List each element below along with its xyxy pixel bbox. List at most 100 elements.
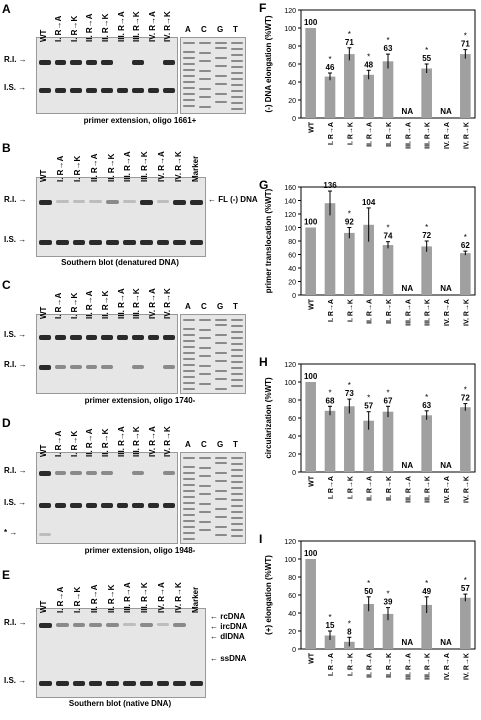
gel-band xyxy=(173,681,187,686)
ladder-band xyxy=(183,340,195,342)
bar xyxy=(382,613,394,649)
row-label: I.S. → xyxy=(4,330,27,339)
lane-label: IV. R→K xyxy=(173,582,183,613)
gel-band xyxy=(156,681,170,686)
y-tick-label: 60 xyxy=(288,253,296,260)
gel-band xyxy=(139,240,153,245)
gel-band xyxy=(70,60,82,65)
x-tick-label: II. R→A xyxy=(367,122,374,147)
gel-band xyxy=(147,88,160,93)
seq-lane-label: A xyxy=(185,25,191,34)
significance-star: * xyxy=(367,394,370,403)
seq-lane-label: T xyxy=(233,440,238,449)
y-axis-label: (+) elongation (%WT) xyxy=(264,555,273,635)
gel-band xyxy=(85,365,98,369)
gel-image xyxy=(36,37,178,114)
gel-band xyxy=(101,503,113,508)
bar xyxy=(363,604,374,649)
right-label: ← FL (-) DNA xyxy=(208,195,258,204)
gel-band xyxy=(39,471,51,476)
data-label: NA xyxy=(402,638,414,647)
data-label: 50 xyxy=(364,587,373,596)
significance-star: * xyxy=(464,32,467,41)
ladder-band xyxy=(199,383,211,385)
significance-star: * xyxy=(425,393,428,402)
lane-label: III. R→A xyxy=(116,426,126,457)
bar xyxy=(421,246,432,295)
gel-band xyxy=(85,88,98,93)
lane-label: III. R→A xyxy=(123,582,133,613)
data-label: 63 xyxy=(384,44,393,53)
gel-band xyxy=(39,681,52,686)
y-tick-label: 120 xyxy=(284,539,296,546)
ladder-band xyxy=(199,355,211,357)
ladder-band xyxy=(231,337,243,339)
significance-star: * xyxy=(328,613,331,622)
x-tick-label: IV. R→A xyxy=(444,299,451,326)
x-tick-label: I. R→A xyxy=(328,653,335,676)
seq-lane-label: G xyxy=(217,302,224,311)
ladder-band xyxy=(183,93,195,95)
ladder-band xyxy=(183,457,195,459)
chart-panel-f: F 0 20 40 60 80 100 120 (-) DNA elongation (%WT)… xyxy=(257,0,481,181)
row-label: I.S. → xyxy=(4,676,27,685)
data-label: 100 xyxy=(304,549,318,558)
y-tick-label: 20 xyxy=(288,452,296,459)
data-label: 100 xyxy=(304,372,318,381)
y-tick-label: 60 xyxy=(288,416,296,423)
data-label: 63 xyxy=(422,401,431,410)
data-label: 136 xyxy=(323,181,337,190)
y-tick-label: 120 xyxy=(284,362,296,369)
ladder-band xyxy=(215,360,227,362)
gel-band xyxy=(106,240,119,245)
ladder-band xyxy=(215,498,227,500)
x-tick-label: III. R→A xyxy=(405,299,412,326)
gel-band xyxy=(70,335,82,340)
ladder-band xyxy=(183,346,195,348)
ladder-band xyxy=(199,329,211,331)
lane-label: II. R→A xyxy=(85,428,95,457)
ladder-band xyxy=(231,319,243,321)
chart-panel-h: H 0 20 40 60 80 100 120 circularization (%WT) 100… xyxy=(257,354,481,535)
lane-label: II. R→A xyxy=(89,153,99,182)
gel-band xyxy=(54,471,67,475)
gel-band xyxy=(70,365,82,369)
x-tick-label: III. R→A xyxy=(405,122,412,149)
ladder-band xyxy=(183,69,195,71)
data-label: 68 xyxy=(326,396,335,405)
gel-band xyxy=(54,88,67,93)
ladder-band xyxy=(231,331,243,333)
bar xyxy=(460,597,471,649)
x-tick-label: I. R→K xyxy=(347,653,354,676)
data-label: 72 xyxy=(461,394,470,403)
lane-label: WT xyxy=(38,29,48,42)
row-label: R.I. → xyxy=(4,618,27,627)
ladder-band xyxy=(231,78,243,80)
seq-lane-label: G xyxy=(217,440,224,449)
right-label: ← dlDNA xyxy=(210,632,245,641)
ladder-band xyxy=(231,349,243,351)
right-label: ← ssDNA xyxy=(210,654,247,663)
data-label: 104 xyxy=(362,198,376,207)
gel-caption: primer extension, oligo 1661+ xyxy=(83,116,197,125)
ladder-band xyxy=(199,319,211,321)
x-tick-label: I. R→K xyxy=(347,299,354,322)
data-label: 73 xyxy=(345,389,354,398)
gel-band xyxy=(132,60,144,65)
ladder-band xyxy=(199,485,211,487)
lane-label: III. R→K xyxy=(132,11,142,42)
ladder-band xyxy=(231,385,243,387)
gel-band xyxy=(72,200,86,203)
gel-band xyxy=(70,471,82,475)
y-tick-label: 80 xyxy=(288,44,296,51)
data-label: 62 xyxy=(461,241,470,250)
ladder-band xyxy=(231,529,243,531)
ladder-band xyxy=(183,532,195,534)
y-tick-label: 0 xyxy=(292,116,296,123)
gel-band xyxy=(163,335,175,340)
gel-band xyxy=(54,503,67,508)
ladder-band xyxy=(183,376,195,378)
bar-chart-svg: G 0 20 40 60 80 100 120 140 160 primer translocati… xyxy=(259,173,476,326)
gel-band xyxy=(163,60,175,65)
lane-label: IV. R→K xyxy=(163,11,173,42)
